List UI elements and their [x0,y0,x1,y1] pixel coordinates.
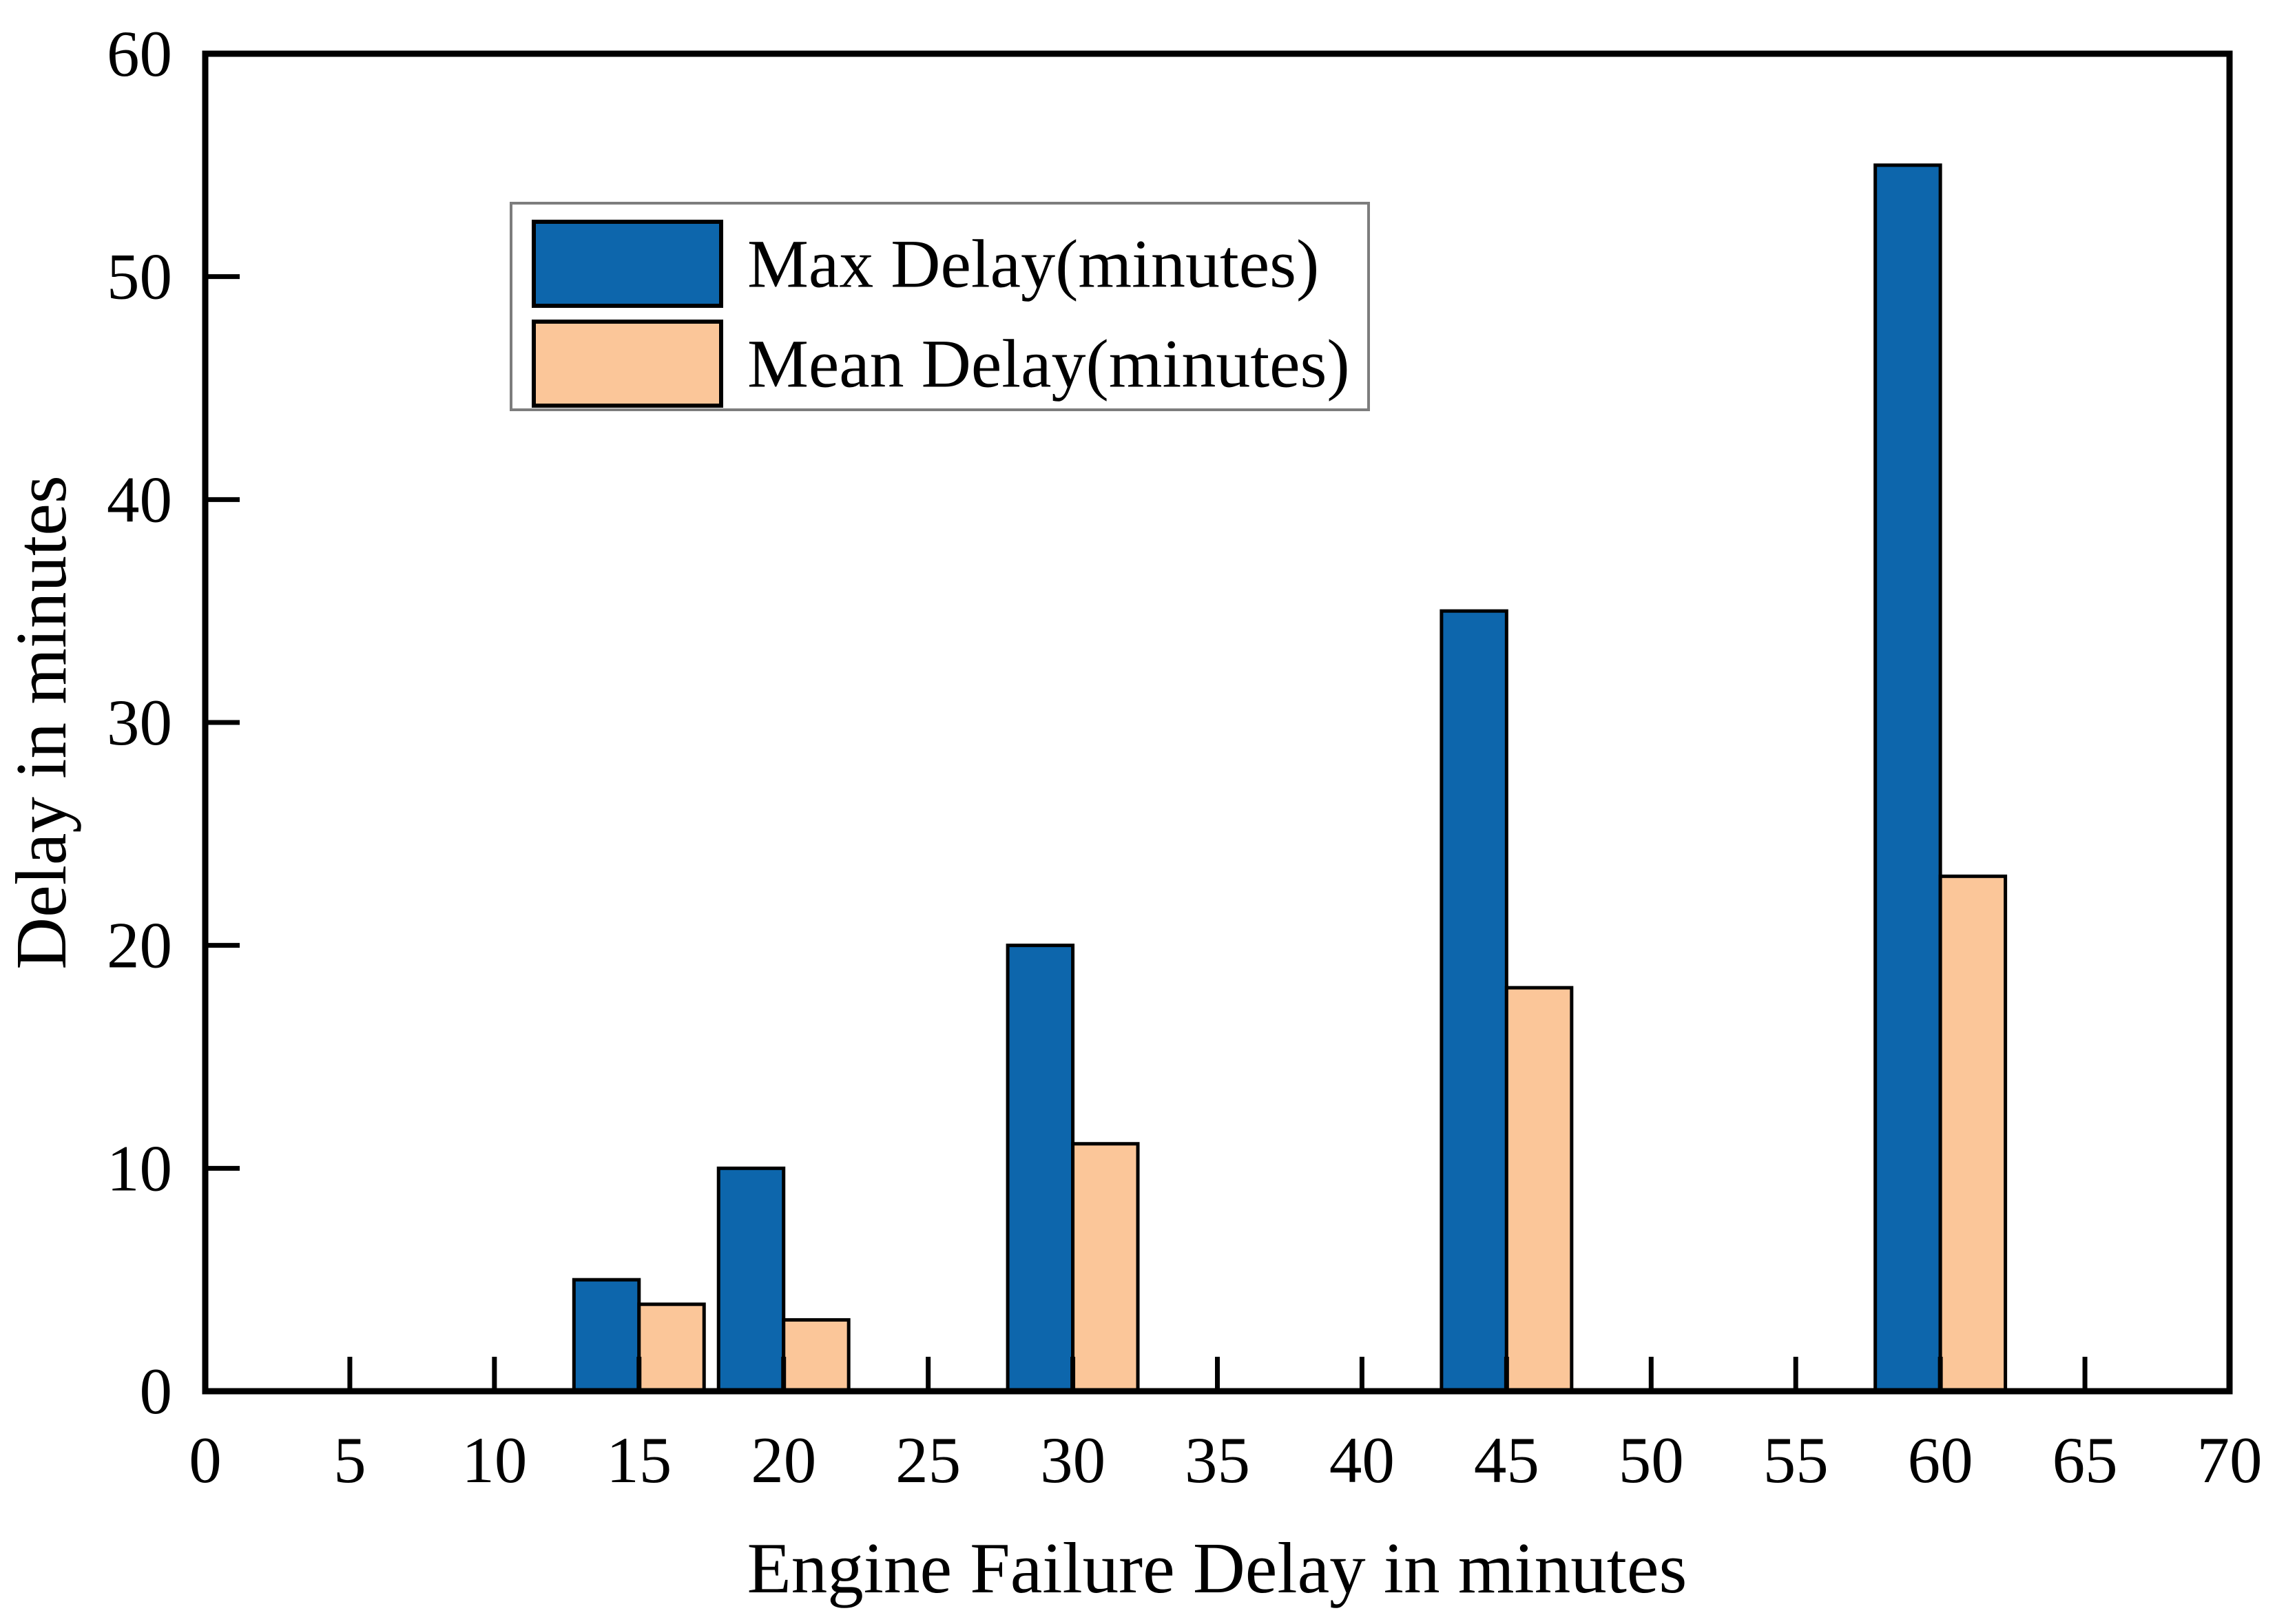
max-delay-bar-x60 [1873,163,1942,1393]
x-axis-title: Engine Failure Delay in minutes [747,1528,1687,1608]
x-tick-label-45: 45 [1474,1424,1539,1497]
y-tick-label-0: 0 [140,1355,173,1428]
legend-label-mean-delay: Mean Delay(minutes) [747,326,1350,402]
x-tick-label-10: 10 [461,1424,527,1497]
y-tick-label-30: 30 [107,686,172,759]
y-tick-label-10: 10 [107,1132,172,1205]
max-delay-bar-x30 [1006,944,1075,1393]
plot-border [202,50,2233,1395]
x-tick-label-70: 70 [2197,1424,2263,1497]
x-tick-label-55: 55 [1763,1424,1829,1497]
legend-label-max-delay: Max Delay(minutes) [747,226,1319,302]
y-axis-title: Delay in minutes [1,475,81,969]
x-tick-label-15: 15 [606,1424,672,1497]
mean-delay-bar-x60 [1938,874,2008,1393]
y-tick-label-60: 60 [107,17,172,90]
mean-delay-bar-x20 [782,1318,851,1393]
legend-swatch-mean-delay [532,320,723,408]
legend-swatch-max-delay [532,220,723,308]
max-delay-bar-x15 [572,1278,641,1393]
ticks-layer: 0 5 10 15 20 25 30 35 40 45 50 55 60 65 70 0 10 20 30 40 50 6… [107,17,2263,1497]
x-tick-label-0: 0 [189,1424,222,1497]
y-tick-label-20: 20 [107,909,172,982]
x-tick-label-25: 25 [895,1424,961,1497]
x-tick-label-5: 5 [333,1424,366,1497]
max-delay-bar-x45 [1440,609,1508,1393]
max-delay-bar-x20 [716,1166,786,1393]
x-tick-label-35: 35 [1185,1424,1250,1497]
mean-delay-bar-x45 [1504,986,1574,1393]
x-tick-label-20: 20 [751,1424,816,1497]
x-tick-label-60: 60 [1908,1424,1973,1497]
mean-delay-bar-x30 [1071,1142,1140,1393]
x-tick-label-50: 50 [1619,1424,1684,1497]
mean-delay-bar-x15 [637,1302,706,1393]
x-tick-label-65: 65 [2053,1424,2118,1497]
x-tick-label-40: 40 [1329,1424,1395,1497]
y-tick-label-40: 40 [107,463,172,536]
y-tick-label-50: 50 [107,240,172,313]
x-tick-label-30: 30 [1040,1424,1105,1497]
legend: Max Delay(minutes) Mean Delay(minutes) [510,202,1370,411]
